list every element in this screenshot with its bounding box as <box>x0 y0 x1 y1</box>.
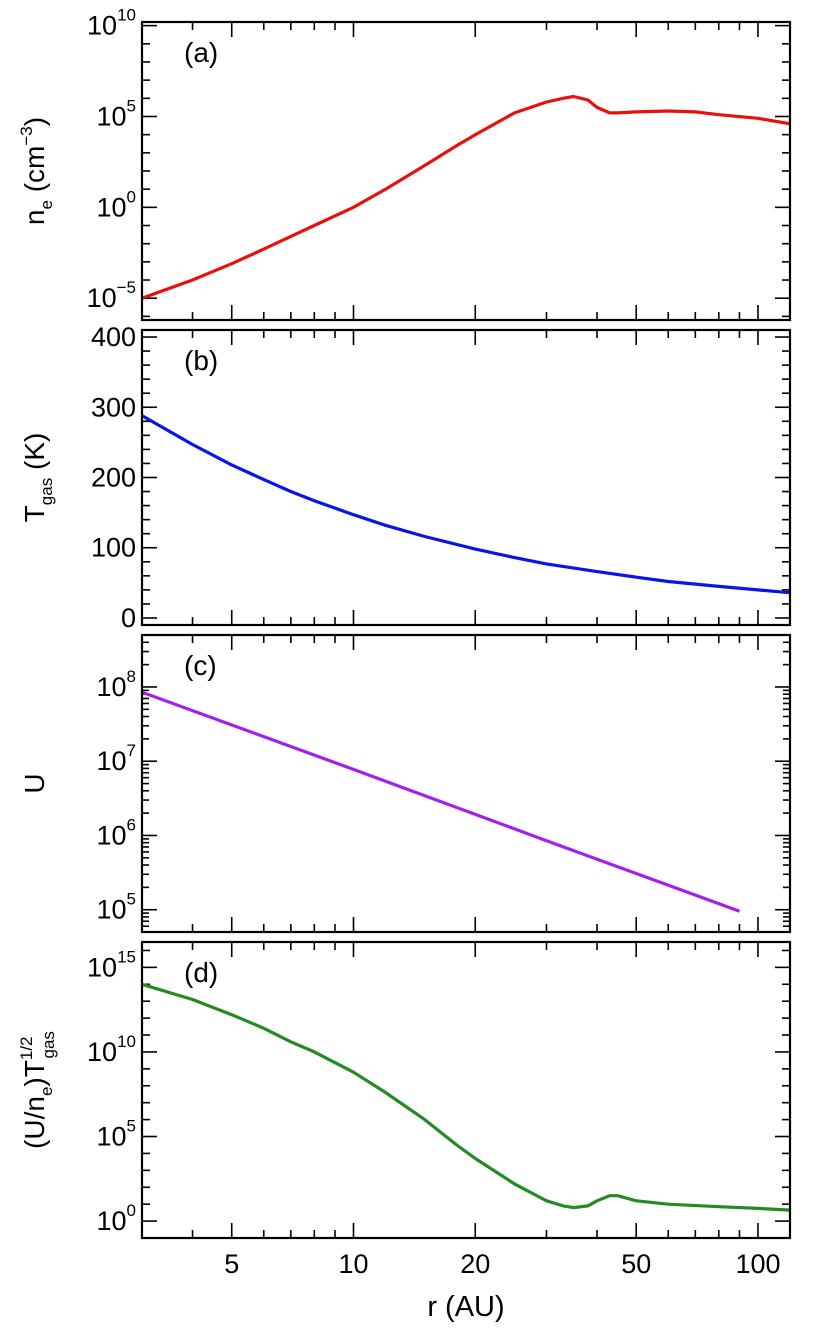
y-tick-exponent: 8 <box>127 667 136 686</box>
y-tick-label: 100 <box>96 187 136 222</box>
panel-label: (a) <box>184 37 218 68</box>
y-tick-exponent: 0 <box>127 1201 136 1220</box>
y-tick-base: 300 <box>91 392 136 422</box>
y-tick-base: 400 <box>91 322 136 352</box>
y-label-subscript: gas <box>39 1031 58 1058</box>
y-label-superscript: −3 <box>17 126 36 145</box>
panel-label: (c) <box>184 650 217 681</box>
y-tick-exponent: 0 <box>127 187 136 206</box>
y-tick-base: 10 <box>87 1037 117 1067</box>
series-line <box>142 982 790 1212</box>
panel-frame <box>140 940 792 1240</box>
panel-frame <box>140 328 792 627</box>
y-tick-base: 200 <box>91 463 136 493</box>
y-label-superscript: 1/2 <box>17 1036 36 1060</box>
y-tick-label: 100 <box>91 533 136 563</box>
y-label-main: T <box>19 505 50 522</box>
y-tick-base: 10 <box>87 283 117 313</box>
y-label-subscript: gas <box>37 478 56 505</box>
y-tick-base: 0 <box>121 603 136 633</box>
y-tick-exponent: 15 <box>117 947 136 966</box>
panel-label: (d) <box>184 957 218 988</box>
y-label-main: U <box>19 773 50 793</box>
y-label-unit: (K) <box>19 433 50 478</box>
y-tick-label: 105 <box>96 890 136 925</box>
y-tick-label: 300 <box>91 392 136 422</box>
series-line <box>142 414 790 595</box>
y-tick-label: 1010 <box>87 1032 136 1067</box>
y-tick-label: 0 <box>121 603 136 633</box>
y-tick-base: 10 <box>87 952 117 982</box>
y-tick-label: 108 <box>96 667 136 702</box>
y-label-unit-close: ) <box>19 117 50 126</box>
panel-frame <box>140 633 792 934</box>
y-tick-label: 10−5 <box>87 278 136 313</box>
y-axis-label: U <box>19 773 50 793</box>
y-tick-label: 105 <box>96 1117 136 1152</box>
y-tick-exponent: 5 <box>127 96 136 115</box>
y-tick-exponent: 10 <box>117 1032 136 1051</box>
y-label-unit: )T <box>19 1060 50 1086</box>
x-tick-label: 100 <box>735 1249 780 1279</box>
panel-2: 400 300 200 100 0 (b) Tgas (K) <box>19 322 792 633</box>
y-axis-label: (U/ne)T1/2 gas <box>17 1031 58 1149</box>
y-tick-base: 10 <box>96 101 126 131</box>
x-tick-label: 5 <box>224 1249 239 1279</box>
y-axis-label: ne (cm−3) <box>17 117 56 225</box>
y-tick-label: 105 <box>96 96 136 131</box>
y-tick-exponent: 7 <box>127 741 136 760</box>
y-tick-base: 10 <box>96 1122 126 1152</box>
y-tick-exponent: 10 <box>117 6 136 25</box>
y-tick-base: 10 <box>96 746 126 776</box>
y-tick-label: 400 <box>91 322 136 352</box>
y-label-subscript: e <box>37 1087 56 1096</box>
y-tick-exponent: −5 <box>117 278 136 297</box>
series-line <box>142 94 790 300</box>
y-tick-label: 100 <box>96 1201 136 1236</box>
y-label-main: (U/n <box>19 1096 50 1149</box>
x-tick-label: 20 <box>460 1249 490 1279</box>
y-tick-exponent: 6 <box>127 815 136 834</box>
y-tick-base: 100 <box>91 533 136 563</box>
y-axis-label: Tgas (K) <box>19 433 56 523</box>
series-line <box>142 690 741 913</box>
y-tick-exponent: 5 <box>127 890 136 909</box>
x-axis-label: r (AU) <box>427 1291 504 1323</box>
y-tick-base: 10 <box>87 11 117 41</box>
y-tick-label: 107 <box>96 741 136 776</box>
y-tick-base: 10 <box>96 895 126 925</box>
y-label-subscript: e <box>37 200 56 209</box>
y-label-unit: (cm <box>19 146 50 200</box>
y-tick-base: 10 <box>96 820 126 850</box>
y-label-main: n <box>19 210 50 226</box>
y-tick-exponent: 5 <box>127 1117 136 1136</box>
y-tick-base: 10 <box>96 1206 126 1236</box>
y-tick-base: 10 <box>96 672 126 702</box>
x-tick-label: 10 <box>338 1249 368 1279</box>
panel-frame <box>140 20 792 322</box>
x-tick-label: 50 <box>621 1249 651 1279</box>
y-tick-label: 200 <box>91 463 136 493</box>
y-tick-label: 106 <box>96 815 136 850</box>
y-tick-base: 10 <box>96 192 126 222</box>
y-tick-label: 1010 <box>87 6 136 41</box>
panel-label: (b) <box>184 345 218 376</box>
y-tick-label: 1015 <box>87 947 136 982</box>
